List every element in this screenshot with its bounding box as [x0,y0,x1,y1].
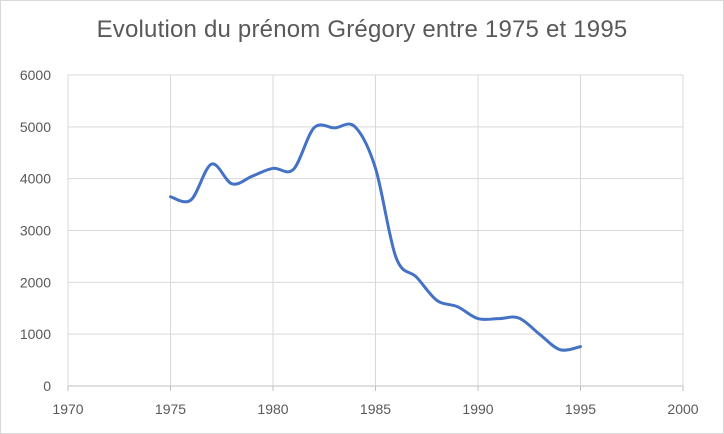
data-point-1985 [373,166,378,171]
y-tick-label-6000: 6000 [20,67,51,83]
x-tick-label-1980: 1980 [257,401,288,417]
x-tick-label-1990: 1990 [462,401,493,417]
data-point-1994 [558,347,563,352]
y-tick-label-4000: 4000 [20,171,51,187]
data-point-1991 [496,316,501,321]
data-point-1989 [455,304,460,309]
x-tick-label-1995: 1995 [565,401,596,417]
x-tick-label-1975: 1975 [155,401,186,417]
data-point-1980 [271,166,276,171]
data-point-1982 [312,125,317,130]
data-point-1975 [168,194,173,199]
horizontal-gridlines [68,74,683,335]
series-layer [168,122,583,352]
x-tick-label-1970: 1970 [52,401,83,417]
y-tick-label-5000: 5000 [20,119,51,135]
y-tick-label-0: 0 [43,378,51,394]
series-line-0 [169,122,582,352]
data-point-1993 [537,332,542,337]
y-tick-label-1000: 1000 [20,326,51,342]
data-point-1984 [353,124,358,129]
data-point-1977 [209,162,214,167]
data-point-1992 [517,316,522,321]
chart-title: Evolution du prénom Grégory entre 1975 e… [96,16,628,43]
data-point-1990 [476,316,481,321]
y-tick-label-2000: 2000 [20,274,51,290]
data-point-1978 [230,181,235,186]
x-tick-label-1985: 1985 [360,401,391,417]
x-tick-label-2000: 2000 [667,401,698,417]
data-point-1995 [578,344,583,349]
y-tick-labels: 0 1000 2000 3000 4000 5000 6000 [20,67,51,394]
data-point-1981 [291,167,296,172]
y-tick-label-3000: 3000 [20,223,51,239]
x-axis [67,385,684,391]
data-point-1987 [414,275,419,280]
data-point-1983 [332,125,337,130]
x-tick-labels: 1970 1975 1980 1985 1990 1995 2000 [52,401,698,417]
data-point-1986 [394,255,399,260]
data-point-1979 [250,174,255,179]
data-point-1976 [189,197,194,202]
data-point-1988 [435,298,440,303]
